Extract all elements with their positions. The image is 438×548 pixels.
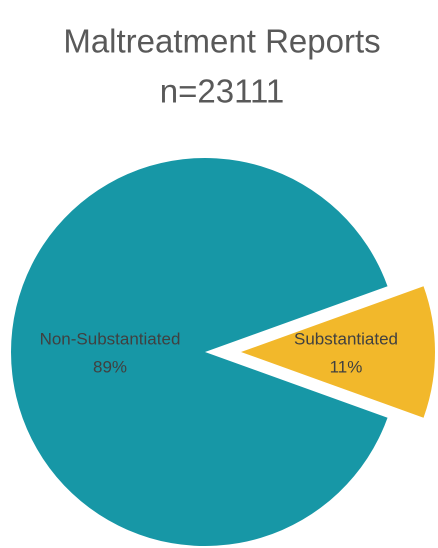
chart-title: Maltreatment Reports <box>63 23 380 60</box>
slice-label: Substantiated <box>294 329 398 348</box>
slice-label: Non-Substantiated <box>40 329 181 348</box>
pie-slice <box>241 286 435 418</box>
chart-subtitle: n=23111 <box>160 73 285 110</box>
pie-slice <box>11 157 388 547</box>
slice-value-label: 89% <box>93 357 127 376</box>
slice-value-label: 11% <box>330 357 363 376</box>
